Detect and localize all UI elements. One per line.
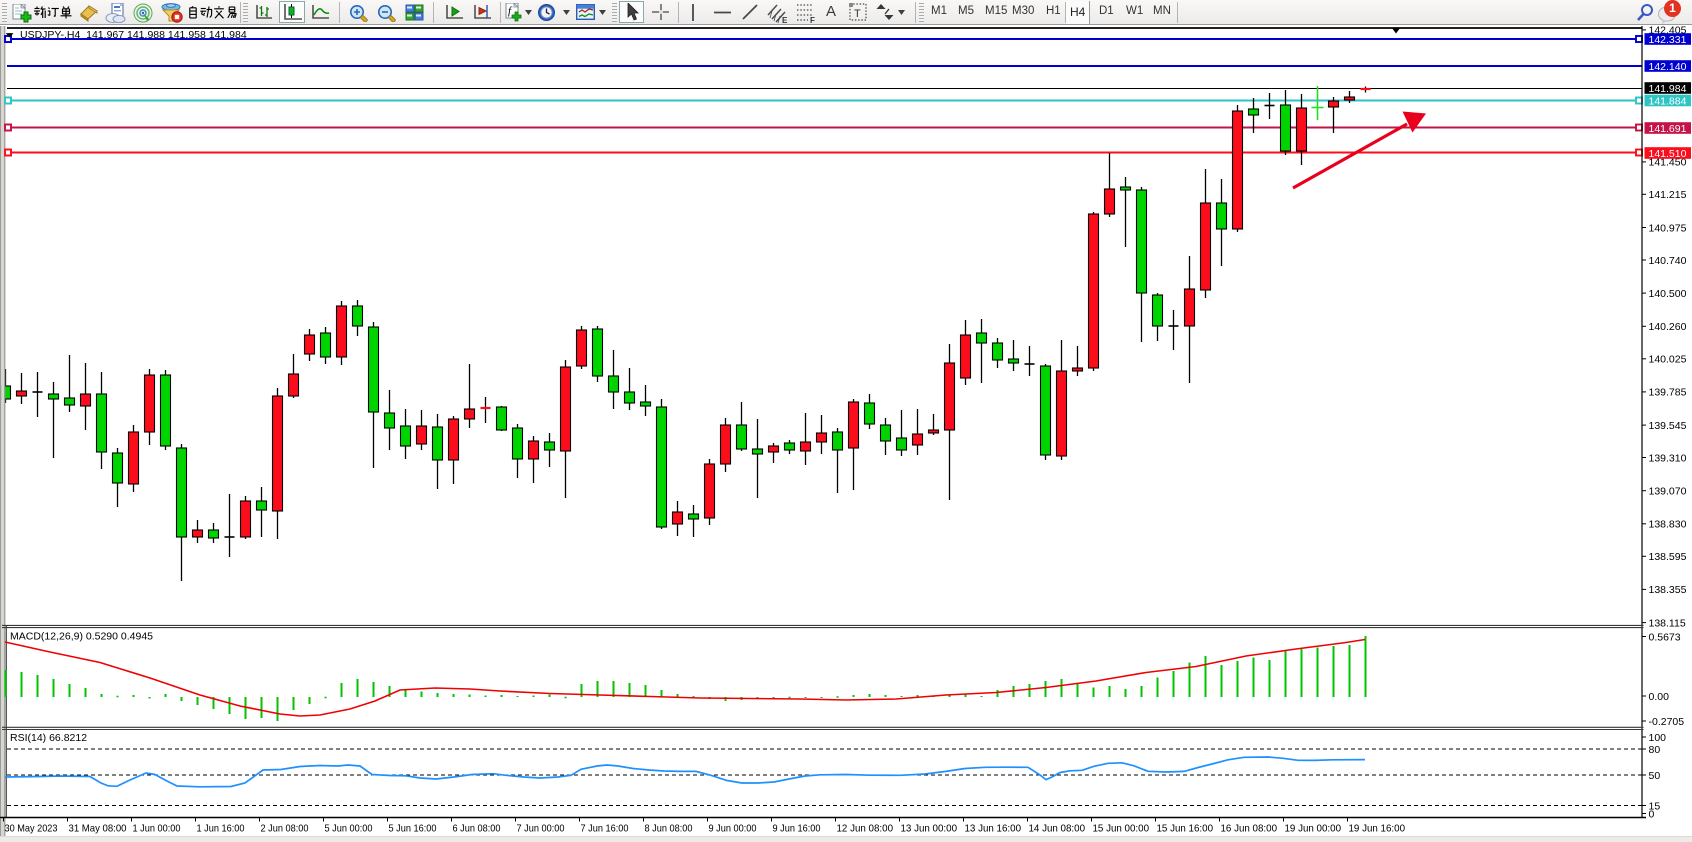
svg-text:140.260: 140.260 [1649, 321, 1687, 333]
svg-text:140.975: 140.975 [1649, 222, 1687, 234]
svg-text:13 Jun 00:00: 13 Jun 00:00 [901, 823, 958, 834]
svg-text:138.595: 138.595 [1649, 551, 1687, 563]
svg-text:141.884: 141.884 [1649, 95, 1687, 107]
svg-text:140.025: 140.025 [1649, 354, 1687, 366]
svg-text:19 Jun 16:00: 19 Jun 16:00 [1349, 823, 1406, 834]
svg-text:50: 50 [1649, 770, 1661, 782]
svg-text:19 Jun 00:00: 19 Jun 00:00 [1285, 823, 1342, 834]
svg-text:142.331: 142.331 [1649, 34, 1687, 46]
svg-text:141.510: 141.510 [1649, 148, 1687, 160]
svg-text:RSI(14) 66.8212: RSI(14) 66.8212 [10, 732, 87, 744]
svg-text:T: T [854, 8, 861, 20]
svg-text:6 Jun 08:00: 6 Jun 08:00 [453, 823, 501, 834]
svg-text:30 May 2023: 30 May 2023 [5, 823, 58, 834]
svg-text:12 Jun 08:00: 12 Jun 08:00 [837, 823, 894, 834]
svg-text:2 Jun 08:00: 2 Jun 08:00 [261, 823, 309, 834]
svg-text:141.984: 141.984 [1649, 83, 1687, 95]
svg-text:80: 80 [1649, 744, 1661, 756]
svg-text:141.691: 141.691 [1649, 123, 1687, 135]
svg-text:138.355: 138.355 [1649, 584, 1687, 596]
svg-text:139.785: 139.785 [1649, 387, 1687, 399]
svg-text:9 Jun 16:00: 9 Jun 16:00 [773, 823, 821, 834]
svg-text:0.00: 0.00 [1649, 691, 1670, 703]
svg-text:-0.2705: -0.2705 [1649, 716, 1685, 728]
svg-text:139.310: 139.310 [1649, 452, 1687, 464]
svg-text:140.500: 140.500 [1649, 288, 1687, 300]
svg-text:0.5673: 0.5673 [1649, 631, 1681, 643]
svg-text:31 May 08:00: 31 May 08:00 [69, 823, 127, 834]
svg-text:16 Jun 08:00: 16 Jun 08:00 [1221, 823, 1278, 834]
svg-text:100: 100 [1649, 732, 1667, 744]
svg-text:1 Jun 00:00: 1 Jun 00:00 [133, 823, 181, 834]
svg-text:14 Jun 08:00: 14 Jun 08:00 [1029, 823, 1086, 834]
svg-text:15 Jun 00:00: 15 Jun 00:00 [1093, 823, 1150, 834]
svg-text:139.545: 139.545 [1649, 420, 1687, 432]
svg-text:138.115: 138.115 [1649, 617, 1686, 629]
svg-text:8 Jun 08:00: 8 Jun 08:00 [645, 823, 693, 834]
svg-text:15: 15 [1649, 800, 1661, 812]
svg-text:5 Jun 00:00: 5 Jun 00:00 [325, 823, 373, 834]
svg-text:1 Jun 16:00: 1 Jun 16:00 [197, 823, 245, 834]
svg-text:139.070: 139.070 [1649, 486, 1687, 498]
svg-text:9 Jun 00:00: 9 Jun 00:00 [709, 823, 757, 834]
svg-text:7 Jun 16:00: 7 Jun 16:00 [581, 823, 629, 834]
svg-text:f: f [508, 5, 513, 17]
svg-text:141.450: 141.450 [1649, 157, 1687, 169]
svg-text:141.215: 141.215 [1649, 189, 1687, 201]
svg-text:0: 0 [1649, 808, 1655, 820]
svg-text:13 Jun 16:00: 13 Jun 16:00 [965, 823, 1022, 834]
svg-text:142.140: 142.140 [1649, 61, 1687, 73]
svg-text:5 Jun 16:00: 5 Jun 16:00 [389, 823, 437, 834]
svg-text:15 Jun 16:00: 15 Jun 16:00 [1157, 823, 1214, 834]
svg-text:MACD(12,26,9) 0.5290 0.4945: MACD(12,26,9) 0.5290 0.4945 [10, 631, 153, 643]
svg-text:E: E [782, 16, 788, 24]
svg-text:140.740: 140.740 [1649, 255, 1687, 267]
svg-text:USDJPY-.H4 141.967 141.988 14: USDJPY-.H4 141.967 141.988 141.958 141.9… [20, 29, 247, 41]
svg-text:138.830: 138.830 [1649, 519, 1687, 531]
svg-text:7 Jun 00:00: 7 Jun 00:00 [517, 823, 565, 834]
svg-text:F: F [810, 16, 815, 24]
